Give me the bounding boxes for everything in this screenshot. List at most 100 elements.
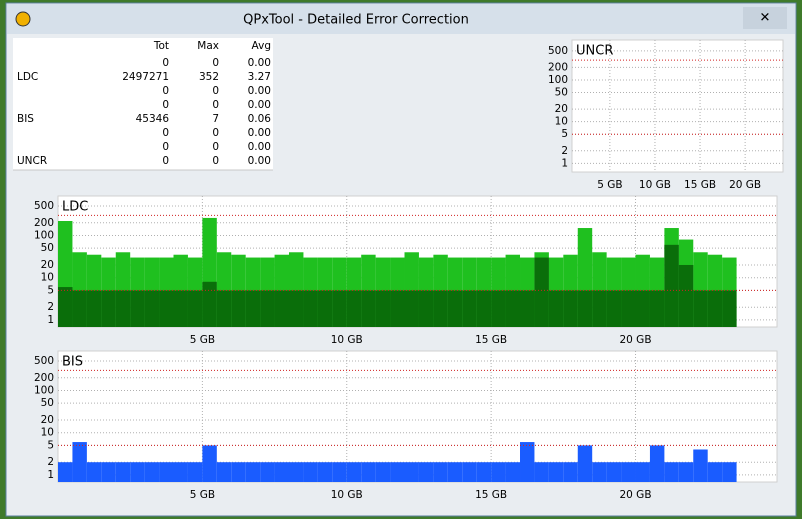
bar — [592, 290, 607, 327]
bar — [433, 290, 448, 327]
y-tick-label: 1 — [47, 469, 54, 481]
bar — [159, 290, 174, 327]
y-tick-label: 50 — [41, 242, 54, 254]
y-tick-label: 500 — [34, 355, 54, 367]
close-icon[interactable]: ✕ — [760, 11, 771, 26]
y-tick-label: 1 — [47, 314, 54, 326]
y-tick-label: 2 — [561, 145, 568, 157]
bar — [173, 290, 188, 327]
bar — [462, 290, 477, 327]
table-cell: 0 — [162, 99, 169, 111]
bar — [621, 462, 636, 482]
bar — [520, 290, 535, 327]
bar — [303, 462, 318, 482]
bar — [635, 290, 650, 327]
bar — [520, 442, 535, 482]
app-icon — [15, 11, 31, 27]
bar — [317, 290, 333, 327]
close-button[interactable] — [743, 7, 787, 29]
x-tick-label: 5 GB — [190, 334, 215, 346]
bar — [346, 462, 362, 482]
bar — [447, 462, 463, 482]
bar — [274, 290, 290, 327]
bar — [534, 462, 549, 482]
x-tick-label: 15 GB — [475, 334, 507, 346]
y-tick-label: 20 — [555, 103, 568, 115]
bar — [86, 290, 102, 327]
bar — [649, 445, 665, 482]
bar — [332, 290, 347, 327]
chart-title: BIS — [62, 355, 83, 370]
bar — [678, 462, 694, 482]
bar — [289, 462, 304, 482]
y-tick-label: 5 — [47, 439, 54, 451]
y-tick-label: 100 — [34, 384, 54, 396]
y-tick-label: 200 — [548, 61, 568, 73]
chart-title: UNCR — [576, 44, 613, 59]
table-cell: 0 — [162, 127, 169, 139]
bar — [476, 462, 492, 482]
y-tick-label: 20 — [41, 414, 54, 426]
bar — [260, 462, 275, 482]
bar — [476, 290, 492, 327]
table-header: Max — [197, 40, 219, 52]
table-cell: 0 — [212, 57, 219, 69]
y-tick-label: 50 — [41, 397, 54, 409]
title-bar — [7, 4, 795, 34]
bar — [664, 462, 679, 482]
y-tick-label: 5 — [561, 128, 568, 140]
bar — [505, 290, 521, 327]
bar — [216, 462, 232, 482]
x-tick-label: 10 GB — [331, 334, 363, 346]
stats-table — [13, 38, 273, 170]
y-tick-label: 200 — [34, 217, 54, 229]
table-cell: 0 — [162, 57, 169, 69]
table-cell: 0.00 — [248, 99, 271, 111]
table-cell: 0 — [162, 155, 169, 167]
table-cell: 45346 — [136, 113, 170, 125]
x-tick-label: 5 GB — [597, 179, 622, 191]
x-tick-label: 15 GB — [475, 489, 507, 501]
bar — [159, 462, 174, 482]
bar — [375, 462, 391, 482]
chart-title: LDC — [62, 200, 88, 215]
bar — [707, 290, 723, 327]
table-cell: 0.06 — [248, 113, 272, 125]
table-cell: 0.00 — [248, 141, 271, 153]
bar — [447, 290, 463, 327]
table-cell: 0 — [212, 155, 219, 167]
bar — [58, 462, 73, 482]
table-cell: 352 — [199, 71, 219, 83]
bar — [491, 290, 506, 327]
bar — [693, 290, 708, 327]
bar — [693, 449, 708, 482]
bar — [231, 290, 246, 327]
table-cell: 0.00 — [248, 155, 271, 167]
bar — [115, 462, 131, 482]
y-tick-label: 5 — [47, 284, 54, 296]
row-label: UNCR — [17, 155, 47, 167]
bar — [635, 462, 650, 482]
bar — [187, 290, 203, 327]
y-tick-label: 1 — [561, 157, 568, 169]
bar — [563, 462, 578, 482]
bar — [130, 462, 145, 482]
y-tick-label: 2 — [47, 456, 54, 468]
x-tick-label: 20 GB — [619, 334, 651, 346]
bar — [606, 462, 622, 482]
bar — [534, 257, 549, 327]
bar — [390, 462, 405, 482]
bar — [260, 290, 275, 327]
table-cell: 0 — [212, 127, 219, 139]
bar — [72, 290, 87, 327]
plot-area — [571, 39, 784, 173]
table-cell: 0 — [212, 85, 219, 97]
table-cell: 0.00 — [248, 127, 271, 139]
y-tick-label: 200 — [34, 372, 54, 384]
bar — [231, 462, 246, 482]
bar — [678, 264, 694, 327]
y-tick-label: 500 — [548, 45, 568, 57]
bar — [245, 290, 261, 327]
